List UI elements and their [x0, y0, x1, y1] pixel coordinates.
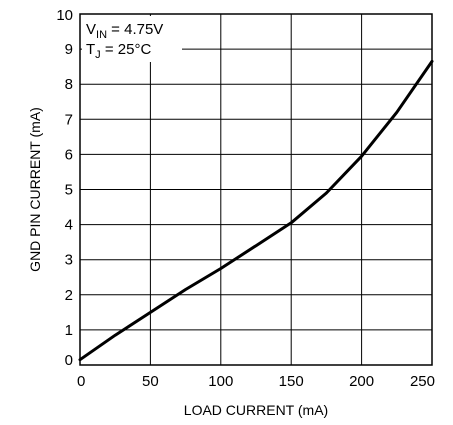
- x-tick-label: 0: [77, 373, 85, 390]
- grid: [80, 14, 432, 365]
- y-tick-label: 3: [65, 252, 73, 269]
- x-tick-label: 100: [208, 373, 233, 390]
- series-line: [78, 59, 434, 362]
- annotation-background: [82, 16, 182, 62]
- y-tick-label: 8: [65, 76, 73, 93]
- x-tick-label: 250: [410, 373, 435, 390]
- series-layer: [78, 59, 434, 362]
- x-tick-label: 200: [349, 373, 374, 390]
- y-tick-labels: 0 1 2 3 4 5 6 7 8 9 10: [56, 7, 73, 369]
- x-tick-label: 50: [142, 373, 159, 390]
- y-tick-label: 2: [65, 287, 73, 304]
- x-tick-labels: 0 50 100 150 200 250: [77, 373, 435, 390]
- y-tick-label: 6: [65, 146, 73, 163]
- y-tick-label: 7: [65, 111, 73, 128]
- y-axis-title: GND PIN CURRENT (mA): [27, 107, 43, 272]
- y-tick-label: 9: [65, 41, 73, 58]
- annotation-tj: TJ = 25°C: [86, 41, 151, 61]
- y-tick-label: 5: [65, 182, 73, 199]
- x-tick-label: 150: [279, 373, 304, 390]
- y-tick-label: 1: [65, 322, 73, 339]
- x-axis-title: LOAD CURRENT (mA): [184, 402, 328, 418]
- y-tick-label: 4: [65, 217, 73, 234]
- annotation-vin: VIN = 4.75V: [86, 21, 163, 41]
- y-tick-label: 0: [65, 352, 73, 369]
- y-tick-label: 10: [56, 7, 73, 24]
- plot-frame: [79, 13, 433, 366]
